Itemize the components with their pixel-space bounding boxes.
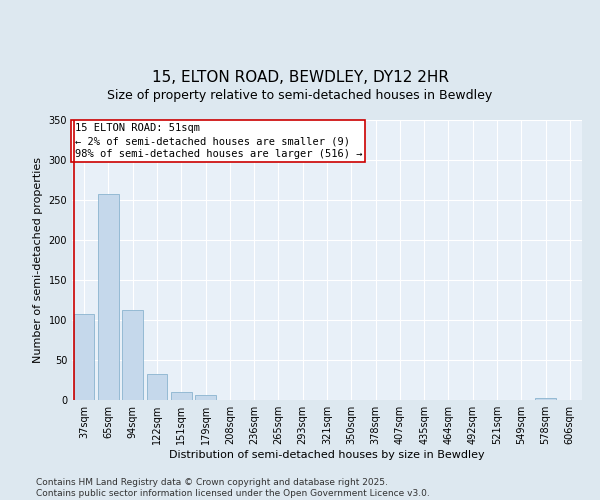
Bar (122, 310, 143, 400)
Bar (195, 395, 216, 400)
X-axis label: Distribution of semi-detached houses by size in Bewdley: Distribution of semi-detached houses by … (169, 450, 485, 460)
Bar (74, 314, 94, 400)
Text: Contains HM Land Registry data © Crown copyright and database right 2025.
Contai: Contains HM Land Registry data © Crown c… (36, 478, 430, 498)
Bar (171, 392, 191, 400)
Text: Size of property relative to semi-detached houses in Bewdley: Size of property relative to semi-detach… (107, 90, 493, 102)
Y-axis label: Number of semi-detached properties: Number of semi-detached properties (33, 157, 43, 363)
Bar (98, 194, 119, 400)
Bar (146, 374, 167, 400)
Text: 15 ELTON ROAD: 51sqm
← 2% of semi-detached houses are smaller (9)
98% of semi-de: 15 ELTON ROAD: 51sqm ← 2% of semi-detach… (74, 123, 362, 159)
Bar (535, 398, 556, 400)
Text: 15, ELTON ROAD, BEWDLEY, DY12 2HR: 15, ELTON ROAD, BEWDLEY, DY12 2HR (151, 70, 449, 85)
